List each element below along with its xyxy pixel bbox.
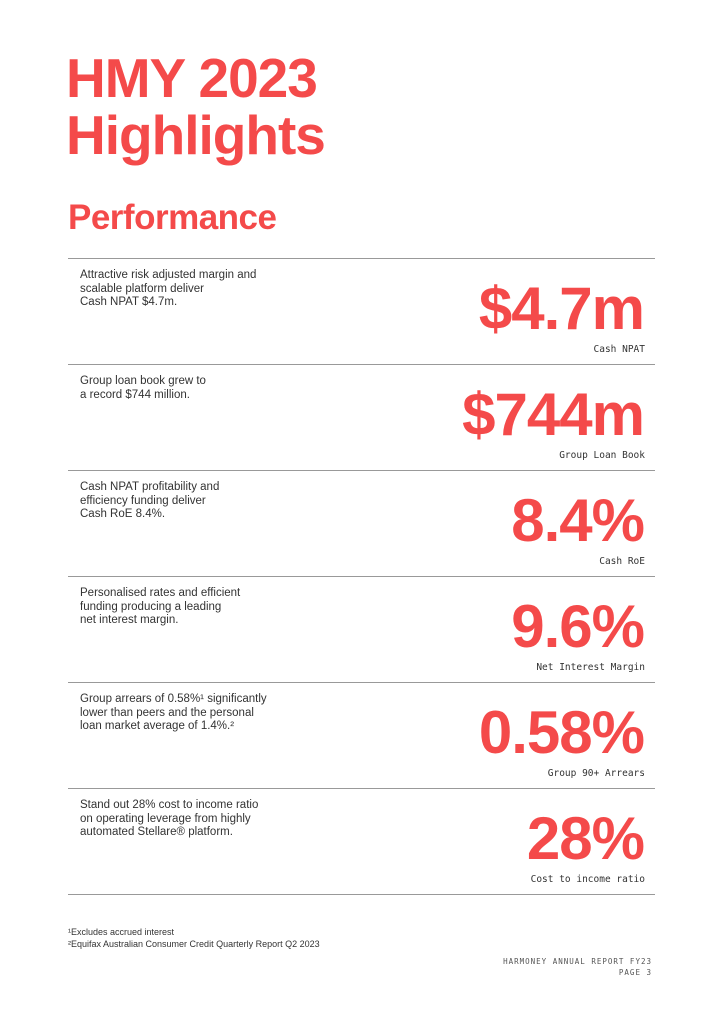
metric-value: 28% (526, 805, 645, 872)
metric-value: 0.58% (478, 699, 645, 766)
description-line: Group loan book grew to (80, 375, 206, 387)
footnote: ²Equifax Australian Consumer Credit Quar… (68, 939, 320, 949)
metric-label: Group Loan Book (559, 450, 645, 461)
description-line: Attractive risk adjusted margin and (80, 269, 257, 281)
description-line: net interest margin. (80, 614, 179, 626)
divider (68, 258, 655, 259)
divider (68, 576, 655, 577)
metric-value: 9.6% (511, 593, 645, 660)
description-line: scalable platform deliver (80, 282, 205, 295)
footnote: ¹Excludes accrued interest (68, 927, 175, 937)
metric-label: Cash NPAT (593, 344, 645, 355)
footer-text: PAGE 3 (618, 968, 652, 977)
metric-label: Group 90+ Arrears (547, 768, 645, 779)
description-line: Personalised rates and efficient (80, 587, 241, 599)
metric-value: $4.7m (478, 275, 645, 342)
description-line: a record $744 million. (80, 388, 190, 401)
title-line: HMY 2023 (66, 47, 318, 109)
description-line: Cash NPAT $4.7m. (80, 296, 178, 308)
divider (68, 470, 655, 471)
divider (68, 682, 655, 683)
description-line: efficiency funding deliver (80, 494, 206, 507)
metric-label: Net Interest Margin (536, 662, 645, 673)
description-line: on operating leverage from highly (80, 812, 251, 825)
metric-label: Cash RoE (599, 556, 645, 567)
footer-text: HARMONEY ANNUAL REPORT FY23 (503, 957, 652, 966)
metric-value: 8.4% (511, 487, 645, 554)
metric-value: $744m (462, 381, 645, 448)
description-line: automated Stellare® platform. (80, 826, 233, 838)
description-line: lower than peers and the personal (80, 706, 254, 719)
description-line: loan market average of 1.4%.² (80, 720, 235, 732)
description-line: Group arrears of 0.58%¹ significantly (80, 693, 267, 705)
description-line: Stand out 28% cost to income ratio (80, 799, 259, 811)
divider (68, 364, 655, 365)
title-line: Highlights (66, 104, 326, 166)
description-line: Cash RoE 8.4%. (80, 508, 166, 520)
divider (68, 894, 655, 895)
description-line: Cash NPAT profitability and (80, 481, 220, 493)
section-title: Performance (68, 198, 277, 237)
description-line: funding producing a leading (80, 600, 222, 613)
metric-label: Cost to income ratio (530, 874, 645, 885)
divider (68, 788, 655, 789)
